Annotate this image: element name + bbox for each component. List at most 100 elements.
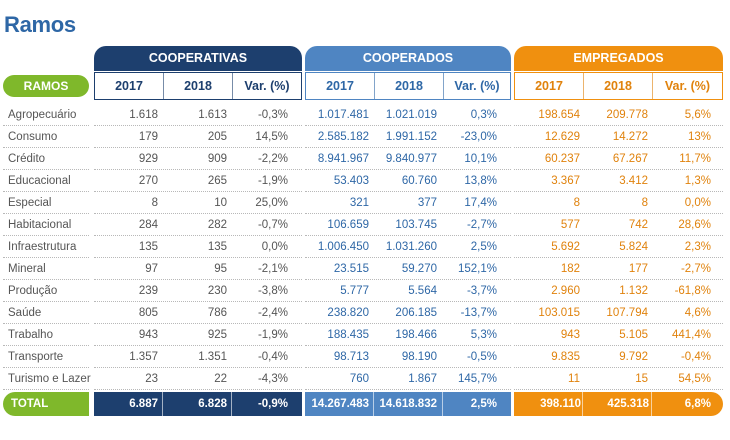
cell-e18: 209.778 [606,109,648,121]
row-divider [94,279,302,280]
cell-ev: 2,3% [684,241,711,253]
cell-pv: -0,5% [466,351,497,363]
total-e18: 425.318 [607,398,649,410]
cell-pv: 0,3% [470,109,497,121]
table-row: Infraestrutura 135 135 0,0% 1.006.450 1.031.2… [0,236,730,258]
cell-c17: 943 [138,329,158,341]
row-divider [3,169,89,170]
cell-pv: -3,7% [466,285,497,297]
cell-c17: 135 [138,241,158,253]
table-row: Consumo 179 205 14,5% 2.585.182 1.991.152 -23,… [0,126,730,148]
cell-e17: 182 [560,263,580,275]
row-divider [305,301,511,302]
cell-cv: -2,4% [257,307,288,319]
divider [232,73,233,99]
row-divider [305,213,511,214]
cell-p18: 1.031.260 [385,241,437,253]
cell-e17: 943 [560,329,580,341]
cell-p18: 5.564 [408,285,437,297]
cell-cv: 25,0% [255,197,288,209]
row-divider [94,235,302,236]
cell-ev: 1,3% [684,175,711,187]
cell-c18: 230 [207,285,227,297]
total-e17: 398.110 [540,398,581,410]
ramo-label: Infraestrutura [8,241,77,253]
table-row: Mineral 97 95 -2,1% 23.515 59.270 152,1% 182 177… [0,258,730,280]
cell-c18: 265 [207,175,227,187]
row-divider [305,147,511,148]
ramo-label: Educacional [8,175,71,187]
row-divider [305,169,511,170]
row-divider [514,345,723,346]
row-divider [514,367,723,368]
subheader-empregados: 2017 2018 Var. (%) [514,72,723,100]
cell-cv: -2,1% [257,263,288,275]
cell-e17: 11 [568,373,580,385]
cell-pv: 5,3% [470,329,497,341]
row-divider [305,235,511,236]
cell-c17: 239 [138,285,158,297]
cell-pv: 17,4% [464,197,497,209]
cell-p18: 103.745 [395,219,437,231]
subheader-var: Var. (%) [244,79,290,93]
cell-cv: -2,2% [257,153,288,165]
cell-c18: 1.613 [198,109,227,121]
cell-p17: 23.515 [333,263,369,275]
cell-c18: 925 [207,329,227,341]
cell-e17: 5.692 [551,241,580,253]
cell-cv: 14,5% [255,131,288,143]
divider [163,73,164,99]
subheader-2018: 2018 [184,79,212,93]
group-header-cooperativas: COOPERATIVAS [94,46,302,71]
total-pv: 2,5% [470,398,497,410]
ramo-label: Turismo e Lazer [8,373,91,385]
total-c17: 6.887 [129,398,158,410]
row-divider [514,213,723,214]
cell-p17: 188.435 [327,329,369,341]
cell-p17: 98.713 [333,351,369,363]
cell-pv: -23,0% [460,131,497,143]
row-divider [94,323,302,324]
cell-cv: -4,3% [257,373,288,385]
cell-c17: 805 [138,307,158,319]
row-divider [514,147,723,148]
cell-p17: 8.941.967 [317,153,369,165]
row-divider [305,191,511,192]
cell-ev: -0,4% [680,351,711,363]
row-divider [94,125,302,126]
cell-c17: 284 [138,219,158,231]
cell-pv: -13,7% [460,307,497,319]
row-divider [514,323,723,324]
cell-c18: 10 [214,197,227,209]
group-header-cooperados: COOPERADOS [305,46,511,71]
divider [373,392,374,416]
row-divider [305,279,511,280]
subheader-var: Var. (%) [454,79,500,93]
ramo-label: Consumo [8,131,58,143]
cell-p17: 2.585.182 [317,131,369,143]
cell-ev: -2,7% [680,263,711,275]
cell-c17: 1.357 [129,351,158,363]
cell-e17: 103.015 [538,307,580,319]
cell-e17: 3.367 [551,175,580,187]
row-divider [3,257,89,258]
cell-cv: -1,9% [257,175,288,187]
cell-e18: 107.794 [606,307,648,319]
cell-cv: -1,9% [257,329,288,341]
divider [651,392,652,416]
ramo-label: Habitacional [8,219,72,231]
total-label: TOTAL GERAL [3,392,89,434]
subheader-2017: 2017 [326,79,354,93]
row-divider [3,235,89,236]
cell-pv: 2,5% [470,241,497,253]
total-cooperativas: 6.887 6.828 -0,9% [94,392,302,416]
table-row: Saúde 805 786 -2,4% 238.820 206.185 -13,7% 103.… [0,302,730,324]
cell-ev: 11,7% [679,153,711,165]
total-ev: 6,8% [684,398,711,410]
subheader-var: Var. (%) [664,79,711,93]
cell-e18: 8 [641,197,648,209]
cell-ev: 54,5% [678,373,711,385]
ramos-header: RAMOS [3,75,89,97]
cell-p18: 1.867 [408,373,437,385]
row-divider [94,169,302,170]
